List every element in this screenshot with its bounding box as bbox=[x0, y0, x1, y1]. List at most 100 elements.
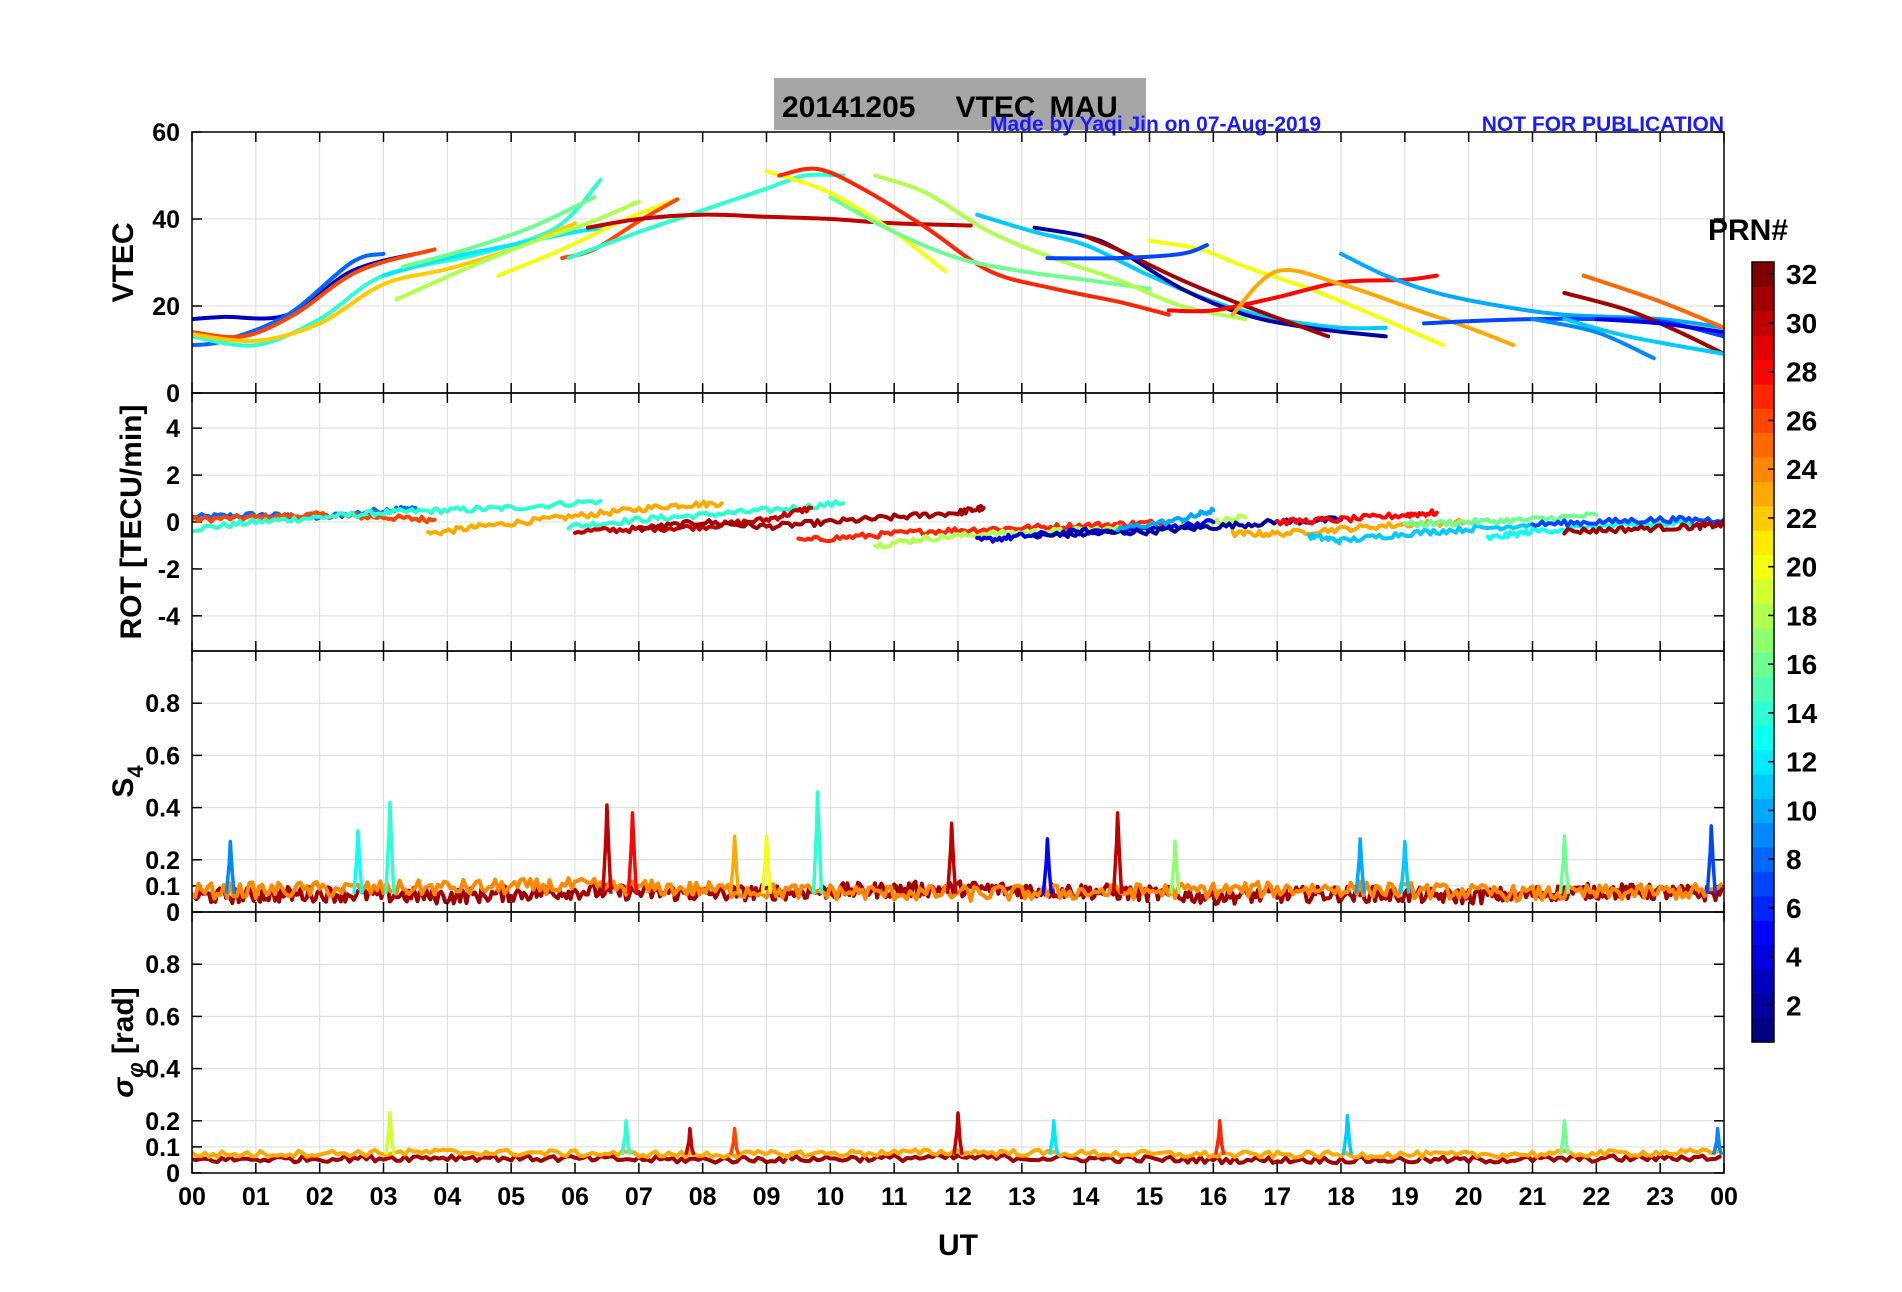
colorbar-tick-label: 16 bbox=[1786, 649, 1817, 680]
y-axis-label-rot: ROT [TECU/min] bbox=[115, 405, 148, 640]
title-product: VTEC bbox=[955, 91, 1035, 124]
scint-spike-prn-17 bbox=[1169, 839, 1181, 894]
series-line-prn-26 bbox=[192, 510, 437, 525]
scint-spike-prn-30 bbox=[952, 1111, 964, 1155]
colorbar-swatch bbox=[1752, 310, 1774, 336]
x-tick-label: 18 bbox=[1327, 1183, 1355, 1211]
series-line-prn-28 bbox=[1275, 508, 1439, 527]
y-tick-label: 0.8 bbox=[145, 690, 180, 718]
y-tick-label: 2 bbox=[166, 462, 180, 490]
y-tick-label: -2 bbox=[158, 556, 180, 584]
x-tick-label: 15 bbox=[1136, 1183, 1164, 1211]
colorbar-swatch bbox=[1752, 432, 1774, 458]
colorbar-swatch bbox=[1752, 847, 1774, 872]
x-tick-label: 00 bbox=[178, 1183, 206, 1211]
series-line-prn-13 bbox=[1485, 518, 1724, 542]
colorbar-swatch bbox=[1752, 408, 1774, 434]
y-tick-label: 0 bbox=[166, 509, 180, 537]
x-tick-label: 13 bbox=[1008, 1183, 1036, 1211]
series-line-prn-31 bbox=[636, 503, 986, 533]
y-tick-label: 60 bbox=[152, 119, 180, 147]
scint-spike-prn-19 bbox=[384, 1111, 396, 1155]
colorbar-swatch bbox=[1752, 481, 1774, 507]
series-line-prn-31 bbox=[192, 1152, 1722, 1166]
y-tick-label: 0.1 bbox=[145, 873, 180, 901]
colorbar-swatch bbox=[1752, 457, 1774, 482]
series-line-prn-7 bbox=[1530, 514, 1724, 528]
x-tick-label: 16 bbox=[1199, 1183, 1227, 1211]
series-line-prn-4 bbox=[1594, 317, 1724, 335]
series-line-prn-14 bbox=[566, 499, 846, 531]
series-line-prn-7 bbox=[1045, 243, 1209, 261]
series-line-prn-16 bbox=[400, 195, 597, 269]
series-line-prn-16 bbox=[1402, 511, 1599, 529]
colorbar-tick-label: 28 bbox=[1786, 357, 1817, 388]
series-line-prn-8 bbox=[192, 251, 386, 348]
scint-spike-prn-30 bbox=[945, 821, 958, 894]
y-tick-label: -4 bbox=[158, 603, 180, 631]
colorbar-tick-label: 18 bbox=[1786, 600, 1817, 631]
scint-spike-prn-30 bbox=[684, 1126, 696, 1156]
x-tick-label: 08 bbox=[689, 1183, 717, 1211]
series-line-prn-14 bbox=[566, 172, 846, 261]
x-axis-label: UT bbox=[938, 1229, 978, 1262]
scint-spike-prn-9 bbox=[224, 839, 237, 894]
y-axis-label-vtec: VTEC bbox=[107, 222, 140, 302]
x-tick-label: 14 bbox=[1072, 1183, 1100, 1211]
scint-spike-prn-9 bbox=[1711, 1126, 1724, 1156]
title-station: MAU bbox=[1050, 91, 1118, 124]
series-group bbox=[192, 498, 1724, 550]
scint-spike-prn-11 bbox=[1399, 839, 1411, 894]
x-tick-label: 19 bbox=[1391, 1183, 1419, 1211]
series-group bbox=[192, 1111, 1724, 1166]
panel-vtec: 0 20 40 60 VTEC bbox=[107, 119, 1725, 408]
series-line-prn-31 bbox=[1562, 519, 1724, 536]
x-tick-label: 12 bbox=[944, 1183, 972, 1211]
colorbar-tick-label: 8 bbox=[1786, 844, 1802, 875]
colorbar-swatch bbox=[1752, 822, 1774, 848]
scint-spike-prn-23 bbox=[728, 834, 741, 894]
colorbar-swatch bbox=[1752, 578, 1774, 604]
series-line-prn-24 bbox=[192, 876, 1723, 903]
colorbar-swatch bbox=[1752, 505, 1774, 531]
scint-spike-prn-14 bbox=[620, 1119, 632, 1156]
scint-spike-prn-30 bbox=[601, 803, 613, 894]
colorbar-swatch bbox=[1752, 627, 1774, 653]
scint-spike-prn-30 bbox=[1111, 811, 1124, 894]
colorbar-tick-label: 14 bbox=[1786, 698, 1818, 729]
colorbar-tick-label: 24 bbox=[1786, 454, 1818, 485]
x-tick-label: 10 bbox=[816, 1183, 844, 1211]
colorbar-label: PRN# bbox=[1708, 214, 1788, 247]
scint-spike-prn-27 bbox=[1213, 1119, 1226, 1156]
colorbar-swatch bbox=[1752, 920, 1774, 946]
series-line-prn-26 bbox=[192, 247, 437, 340]
colorbar-swatch bbox=[1752, 530, 1774, 556]
x-tick-labels: 00 01 02 03 04 05 06 07 08 09 10 11 12 13 14 15 16 17 18 19… bbox=[178, 1183, 1738, 1211]
series-line-prn-20 bbox=[764, 169, 948, 274]
series-line-prn-14 bbox=[192, 498, 603, 534]
colorbar-tick-label: 6 bbox=[1786, 893, 1802, 924]
y-tick-label: 0.4 bbox=[145, 795, 180, 823]
x-tick-label: 06 bbox=[561, 1183, 589, 1211]
colorbar-swatch bbox=[1752, 749, 1774, 775]
x-tick-label: 11 bbox=[881, 1183, 908, 1211]
colorbar-swatch bbox=[1752, 944, 1774, 970]
y-axis-label-s4: S4 bbox=[107, 765, 148, 798]
scint-spike-prn-7 bbox=[1705, 824, 1717, 894]
y-axis-label-sigma_phi: σφ [rad] bbox=[107, 987, 148, 1097]
series-line-prn-30 bbox=[585, 212, 973, 230]
scint-spike-prn-12 bbox=[1048, 1119, 1060, 1156]
x-tick-label: 01 bbox=[242, 1183, 270, 1211]
scint-spike-prn-28 bbox=[626, 811, 639, 894]
x-tick-label: 00 bbox=[1710, 1183, 1738, 1211]
colorbar-tick-label: 22 bbox=[1786, 503, 1817, 534]
x-tick-label: 07 bbox=[625, 1183, 653, 1211]
colorbar-tick-label: 30 bbox=[1786, 308, 1817, 339]
colorbar-swatch bbox=[1752, 871, 1774, 897]
colorbar-tick-label: 20 bbox=[1786, 552, 1817, 583]
x-tick-label: 22 bbox=[1582, 1183, 1610, 1211]
series-line-prn-23 bbox=[1230, 268, 1516, 348]
